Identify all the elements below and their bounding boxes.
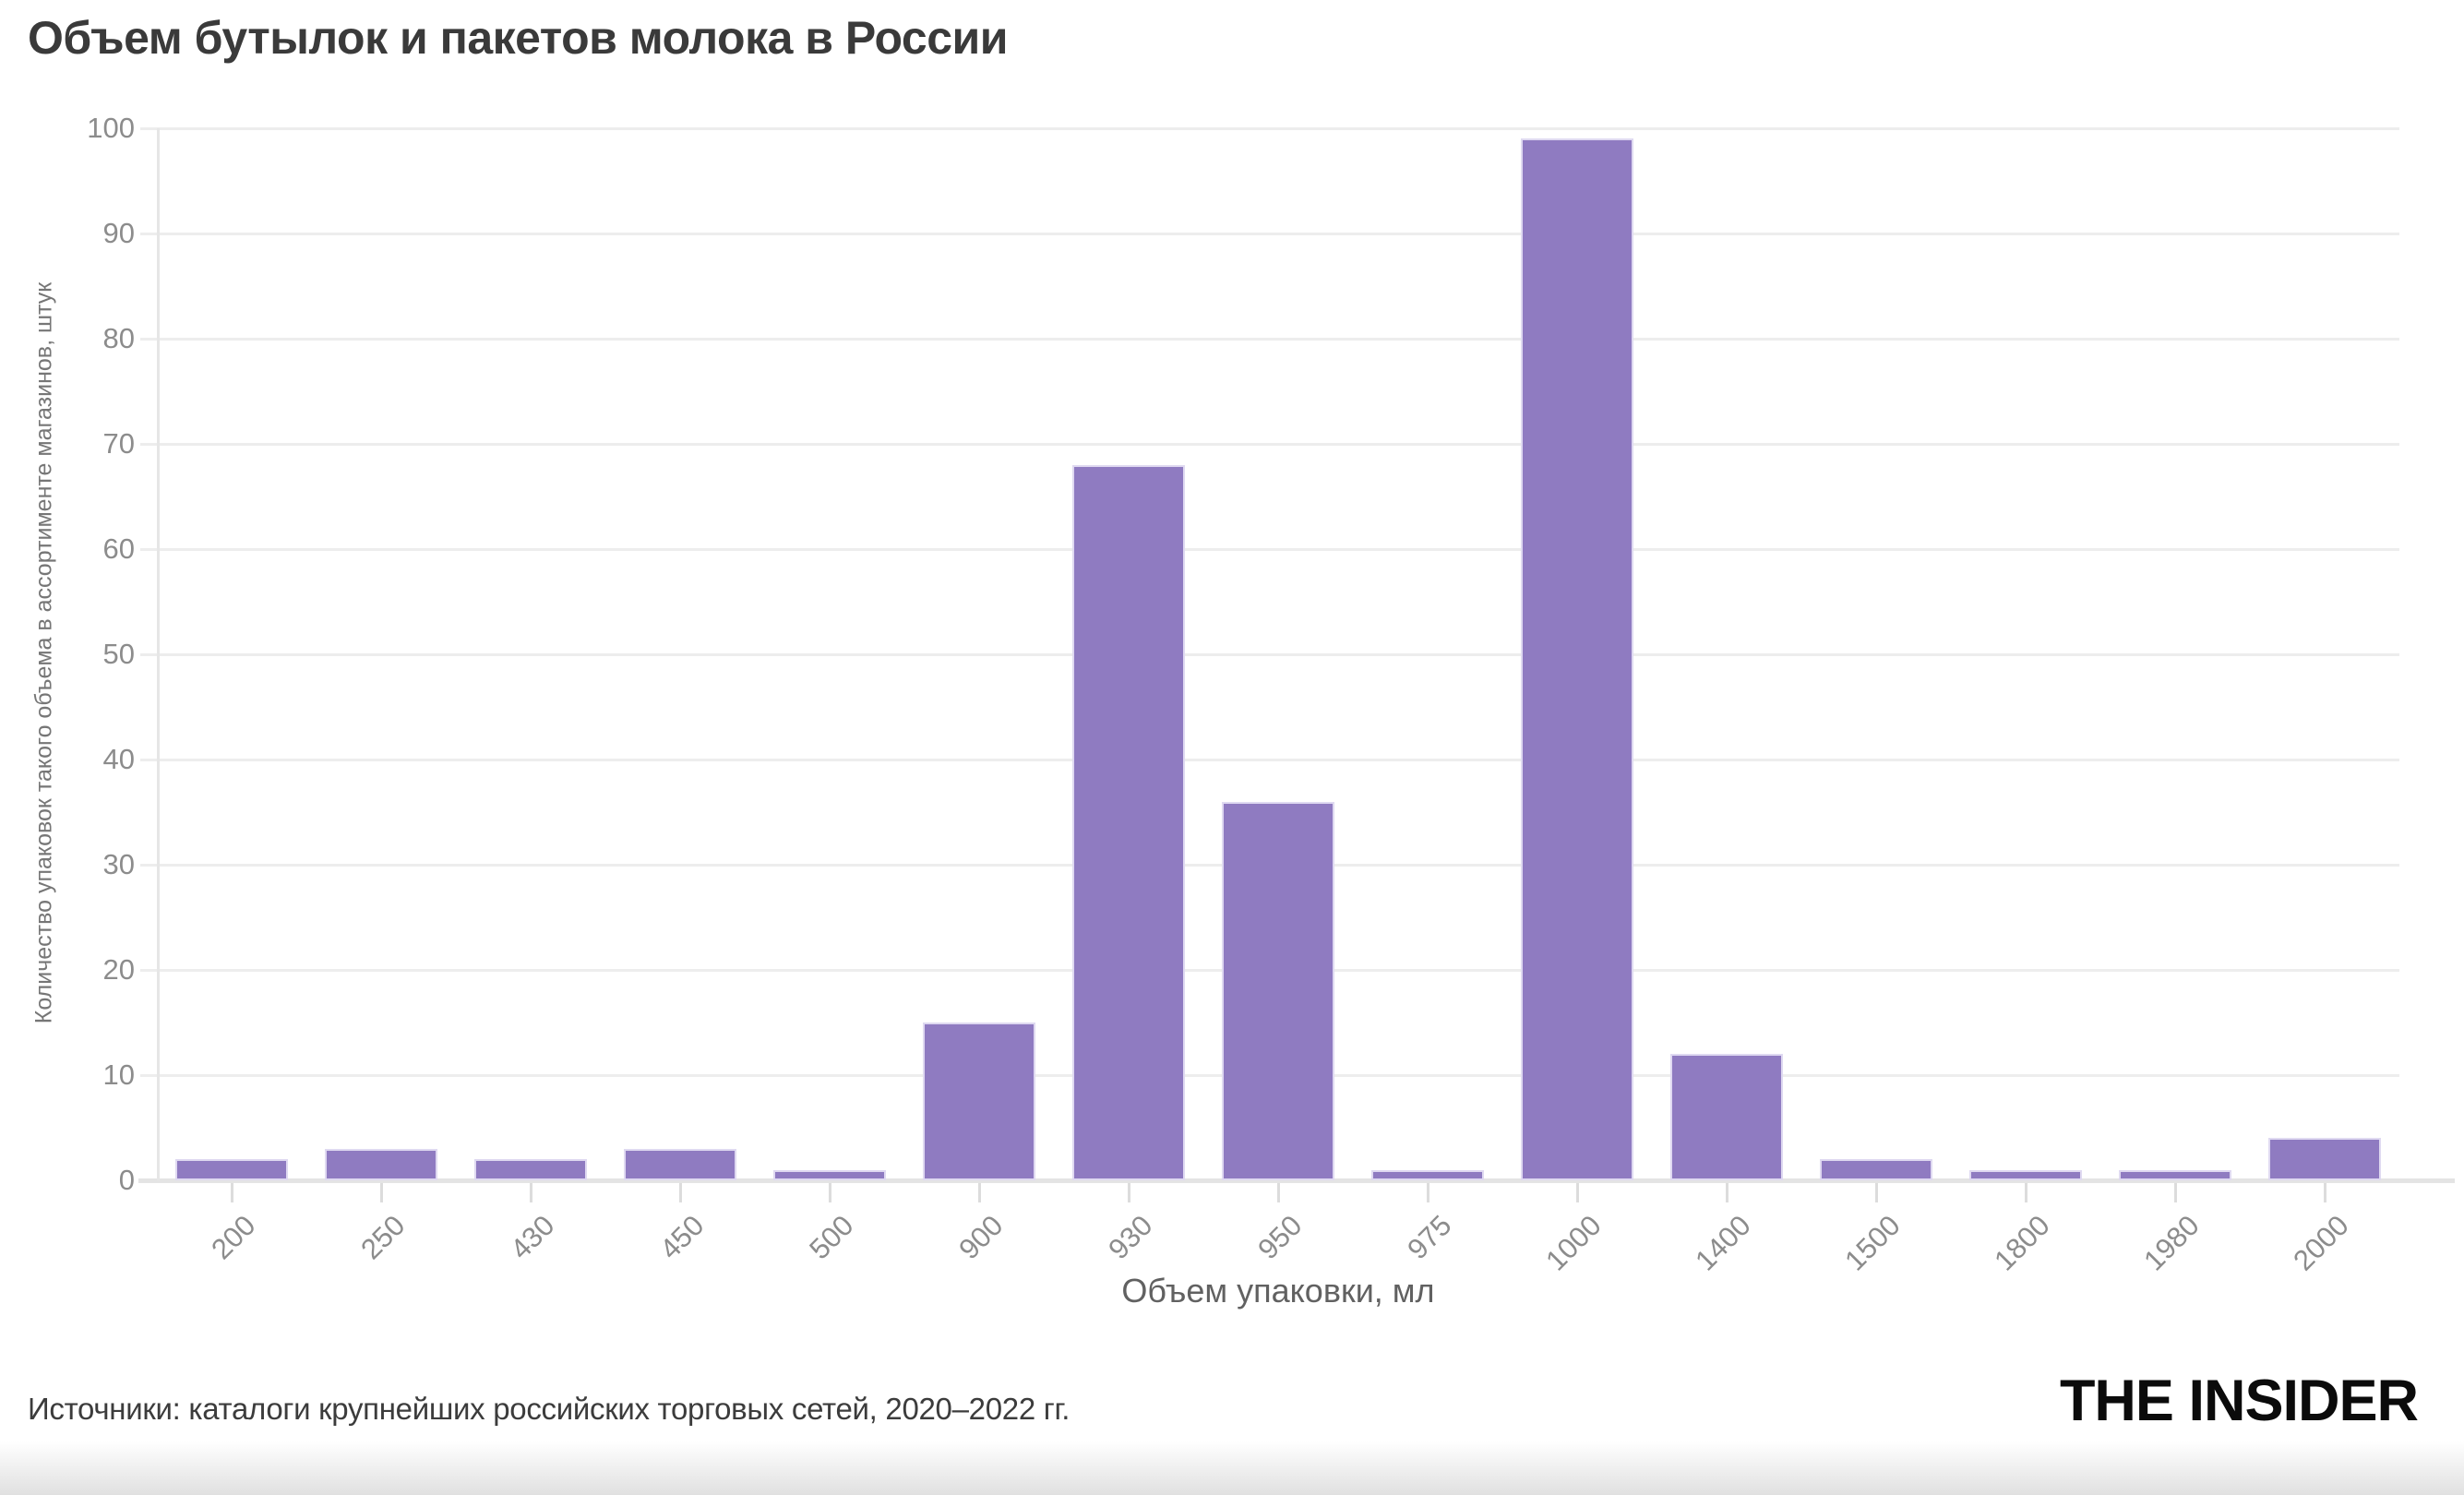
x-tick [1576, 1183, 1579, 1202]
gridline [140, 233, 2399, 235]
x-axis-line [138, 1178, 2455, 1183]
x-tick-label: 950 [1251, 1209, 1309, 1266]
x-tick [530, 1183, 532, 1202]
gridline [140, 338, 2399, 341]
x-tick-label: 1000 [1539, 1209, 1608, 1277]
y-tick-label: 80 [102, 322, 135, 354]
y-tick-label: 70 [102, 427, 135, 460]
bar [1670, 1054, 1783, 1180]
x-tick [231, 1183, 233, 1202]
gridline [140, 759, 2399, 761]
bar [1969, 1169, 2082, 1180]
x-tick-label: 1980 [2137, 1209, 2206, 1277]
bar [1820, 1159, 1932, 1180]
page-title: Объем бутылок и пакетов молока в России [28, 12, 1009, 64]
x-tick [1726, 1183, 1728, 1202]
y-tick-label: 100 [87, 112, 135, 144]
y-tick-label: 50 [102, 638, 135, 670]
x-tick-label: 900 [952, 1209, 1010, 1266]
bar [2268, 1138, 2381, 1180]
y-axis-title: Количество упаковок такого объема в ассо… [30, 281, 57, 1024]
bottom-gradient [0, 1441, 2464, 1495]
y-tick-label: 10 [102, 1058, 135, 1091]
x-tick-label: 430 [504, 1209, 561, 1266]
y-tick-label: 60 [102, 532, 135, 565]
x-tick [1277, 1183, 1280, 1202]
bar [175, 1159, 288, 1180]
y-tick-label: 40 [102, 743, 135, 775]
bar [923, 1023, 1035, 1180]
y-tick-label: 30 [102, 848, 135, 880]
bar [773, 1169, 886, 1180]
x-tick [679, 1183, 682, 1202]
y-tick-label: 0 [118, 1164, 135, 1196]
x-tick [2324, 1183, 2326, 1202]
x-tick-label: 1800 [1988, 1209, 2056, 1277]
source-text: Источники: каталоги крупнейших российски… [28, 1392, 1071, 1426]
bar [1072, 464, 1185, 1180]
gridline [140, 443, 2399, 446]
x-tick-label: 1400 [1689, 1209, 1757, 1277]
gridline [140, 127, 2399, 130]
bar [1222, 801, 1334, 1180]
x-tick-label: 250 [354, 1209, 412, 1266]
brand-logo: THE INSIDER [2059, 1369, 2419, 1433]
x-tick-label: 975 [1401, 1209, 1458, 1266]
gridline [140, 653, 2399, 656]
x-tick-label: 200 [205, 1209, 262, 1266]
x-tick [1128, 1183, 1130, 1202]
x-tick-label: 500 [803, 1209, 860, 1266]
x-axis-title: Объем упаковки, мл [1121, 1272, 1435, 1310]
x-tick-label: 1500 [1838, 1209, 1907, 1277]
bar [474, 1159, 587, 1180]
bar [1371, 1169, 1484, 1180]
gridline [140, 548, 2399, 551]
bar [325, 1148, 437, 1180]
x-tick [1427, 1183, 1429, 1202]
x-tick-label: 2000 [2287, 1209, 2355, 1277]
y-tick-label: 20 [102, 953, 135, 986]
x-tick [1875, 1183, 1878, 1202]
y-axis-line [157, 128, 160, 1180]
bar [1521, 138, 1633, 1180]
x-tick-label: 450 [653, 1209, 711, 1266]
x-tick-label: 930 [1102, 1209, 1159, 1266]
x-tick [2025, 1183, 2027, 1202]
x-tick [380, 1183, 383, 1202]
bar [2119, 1169, 2231, 1180]
x-tick [978, 1183, 981, 1202]
x-tick [2174, 1183, 2177, 1202]
x-tick [829, 1183, 831, 1202]
bar [624, 1148, 736, 1180]
y-tick-label: 90 [102, 217, 135, 249]
